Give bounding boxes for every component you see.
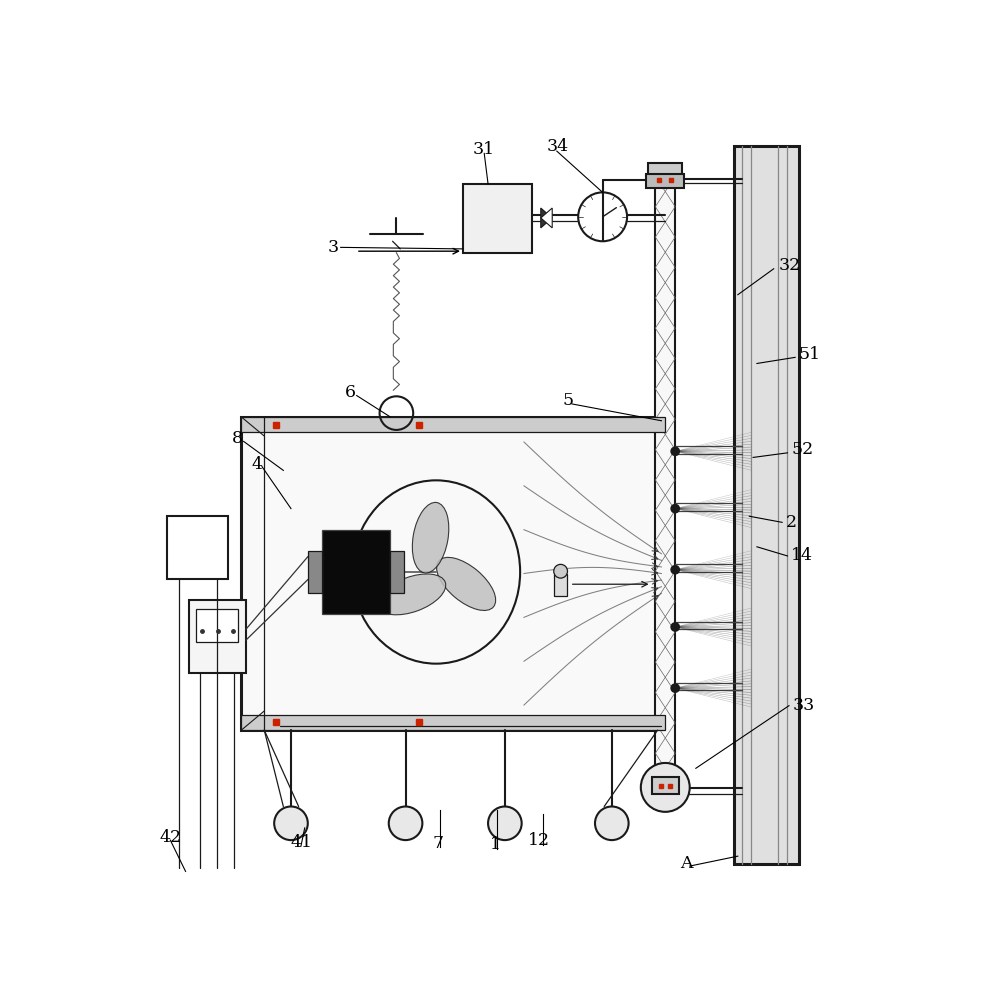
Text: 14: 14 — [791, 548, 813, 564]
Text: 12: 12 — [528, 832, 550, 849]
Circle shape — [554, 564, 567, 578]
Text: 3: 3 — [328, 239, 339, 256]
Polygon shape — [541, 208, 552, 228]
Circle shape — [488, 806, 522, 840]
Bar — [308, 551, 322, 593]
Circle shape — [671, 684, 679, 692]
Circle shape — [671, 565, 679, 573]
Text: 34: 34 — [547, 138, 569, 155]
Bar — [241, 417, 665, 730]
Circle shape — [389, 806, 422, 840]
Bar — [167, 516, 228, 579]
Text: 4: 4 — [251, 455, 262, 473]
Text: 1: 1 — [490, 836, 501, 853]
Circle shape — [671, 505, 679, 513]
Circle shape — [641, 763, 690, 811]
Ellipse shape — [378, 574, 446, 615]
Bar — [554, 574, 567, 595]
Text: 7: 7 — [432, 834, 443, 852]
Text: 32: 32 — [778, 257, 801, 274]
Circle shape — [578, 192, 627, 241]
Bar — [322, 530, 390, 614]
Text: 51: 51 — [799, 346, 821, 363]
Bar — [196, 609, 238, 642]
Bar — [189, 600, 246, 673]
Circle shape — [671, 623, 679, 631]
Polygon shape — [541, 208, 552, 228]
Text: 2: 2 — [786, 514, 797, 531]
Text: A: A — [681, 854, 693, 872]
Text: 52: 52 — [791, 440, 814, 457]
Circle shape — [595, 806, 629, 840]
Text: 5: 5 — [562, 392, 573, 409]
Bar — [734, 146, 799, 864]
Text: 42: 42 — [160, 828, 182, 845]
Bar — [652, 778, 679, 795]
Text: 33: 33 — [793, 697, 815, 714]
Bar — [241, 715, 665, 730]
Circle shape — [274, 806, 308, 840]
Ellipse shape — [437, 558, 496, 610]
Circle shape — [671, 447, 679, 455]
Bar — [648, 163, 682, 180]
Bar — [390, 551, 404, 593]
Bar — [646, 174, 684, 187]
Bar — [655, 177, 675, 784]
Text: 6: 6 — [344, 384, 355, 401]
Text: 8: 8 — [231, 430, 242, 446]
Bar — [463, 184, 532, 253]
Bar — [241, 417, 665, 433]
Text: 41: 41 — [291, 834, 313, 851]
Ellipse shape — [412, 502, 449, 573]
Text: 31: 31 — [473, 141, 495, 158]
